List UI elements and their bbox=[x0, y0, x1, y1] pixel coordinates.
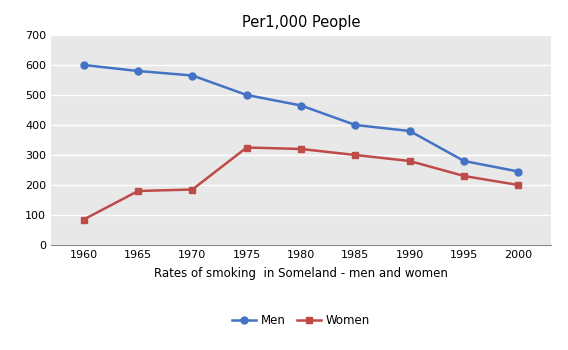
Women bbox=[298, 147, 304, 151]
Women bbox=[352, 153, 359, 157]
Women bbox=[189, 187, 196, 191]
Men bbox=[515, 169, 522, 174]
Women bbox=[80, 217, 87, 222]
Line: Women: Women bbox=[80, 144, 522, 223]
Men bbox=[298, 103, 304, 107]
Legend: Men, Women: Men, Women bbox=[228, 310, 374, 332]
Men bbox=[189, 74, 196, 78]
Line: Men: Men bbox=[80, 62, 522, 175]
X-axis label: Rates of smoking  in Someland - men and women: Rates of smoking in Someland - men and w… bbox=[154, 267, 448, 280]
Men bbox=[243, 93, 250, 97]
Title: Per1,000 People: Per1,000 People bbox=[242, 15, 360, 30]
Women bbox=[515, 183, 522, 187]
Men bbox=[80, 63, 87, 67]
Women bbox=[461, 174, 467, 178]
Men bbox=[352, 123, 359, 127]
Men bbox=[461, 159, 467, 163]
Women bbox=[135, 189, 141, 193]
Men bbox=[406, 129, 413, 133]
Women bbox=[406, 159, 413, 163]
Women bbox=[243, 145, 250, 149]
Men bbox=[135, 69, 141, 73]
